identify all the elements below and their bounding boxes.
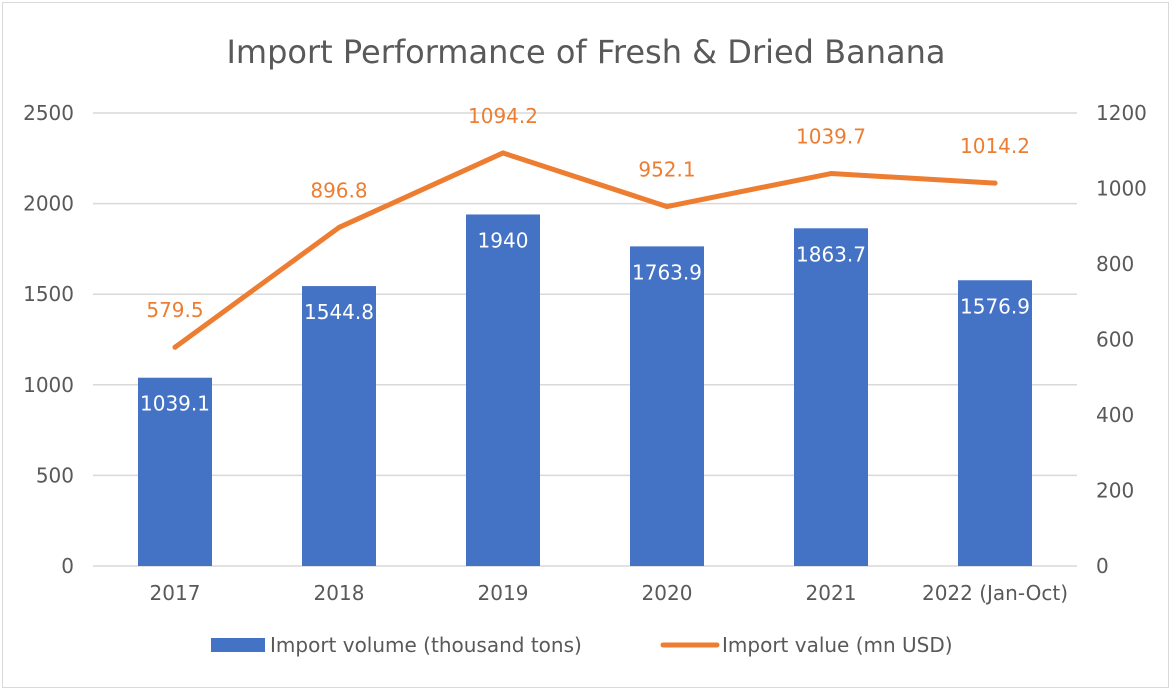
bar-data-label: 1039.1 [140,392,210,416]
y-right-tick-label: 400 [1096,403,1134,427]
axes: 0 500 1000 1500 2000 2500 0 200 400 600 800 1000 120… [23,101,1147,605]
bar-series: 1039.1 1544.8 1940 1763.9 1863.7 1576.9 [138,214,1032,567]
bar [138,377,212,566]
gridlines [93,112,1077,567]
x-tick-label: 2019 [478,581,529,605]
x-tick-label: 2017 [150,581,201,605]
y-right-tick-label: 600 [1096,328,1134,352]
x-tick-label: 2020 [642,581,693,605]
x-tick-label: 2021 [806,581,857,605]
bar-data-label: 1576.9 [960,294,1030,318]
line-data-label: 1014.2 [960,134,1030,158]
bar-data-label: 1763.9 [632,260,702,284]
y-right-tick-label: 0 [1096,554,1109,578]
y-right-tick-label: 800 [1096,252,1134,276]
value-line [172,150,998,350]
line-data-label: 579.5 [146,298,203,322]
y-right-tick-label: 1200 [1096,101,1147,125]
legend: Import volume (thousand tons) Import valu… [211,633,953,657]
legend-bar-label: Import volume (thousand tons) [270,633,582,657]
line-data-label: 1039.7 [796,125,866,149]
line-data-label: 952.1 [638,158,695,182]
x-tick-label: 2018 [314,581,365,605]
y-left-tick-label: 2500 [23,101,74,125]
bar-data-label: 1544.8 [304,300,374,324]
y-left-tick-label: 2000 [23,192,74,216]
bar [630,246,704,566]
bar-data-label: 1863.7 [796,242,866,266]
line-point [172,344,178,350]
line-point [828,171,834,177]
y-left-tick-label: 1000 [23,373,74,397]
line-data-label: 1094.2 [468,104,538,128]
y-right-tick-label: 1000 [1096,177,1147,201]
legend-line-label: Import value (mn USD) [722,633,953,657]
y-left-tick-label: 0 [61,554,74,578]
legend-bar-swatch [211,638,265,652]
x-tick-label: 2022 (Jan-Oct) [922,581,1068,605]
bar [302,286,376,566]
bar [794,228,868,567]
bar-data-label: 1940 [478,228,529,252]
line-point [664,204,670,210]
y-left-tick-label: 1500 [23,282,74,306]
line-data-label: 896.8 [310,178,367,202]
bar [958,280,1032,566]
line-point [336,224,342,230]
line-series: 579.5 896.8 1094.2 952.1 1039.7 1014.2 [146,104,1030,350]
chart-title: Import Performance of Fresh & Dried Bana… [226,33,945,71]
line-point [500,150,506,156]
y-right-tick-label: 200 [1096,479,1134,503]
y-left-tick-label: 500 [36,463,74,487]
line-point [992,180,998,186]
bar [466,214,540,567]
